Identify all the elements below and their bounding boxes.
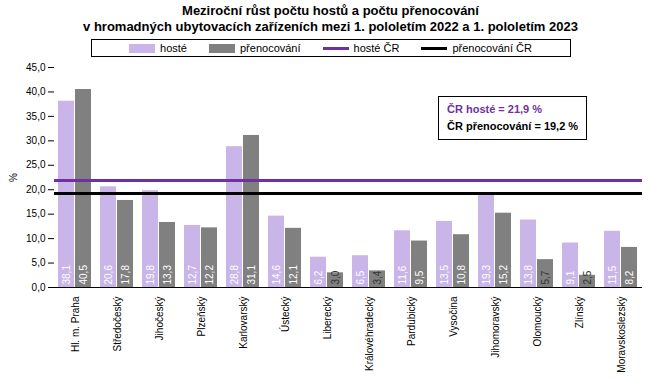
svg-text:40,0: 40,0 [26, 86, 46, 97]
svg-text:11,6: 11,6 [397, 265, 408, 284]
svg-text:45,0: 45,0 [26, 62, 46, 73]
html-text:přenocování ČR: přenocování ČR [452, 42, 532, 54]
svg-text:Středočeský: Středočeský [112, 297, 123, 352]
svg-text:35,0: 35,0 [26, 111, 46, 122]
svg-text:10,8: 10,8 [456, 265, 467, 285]
svg-text:31,1: 31,1 [246, 265, 257, 285]
svg-text:12,1: 12,1 [288, 265, 299, 285]
svg-text:Vysočina: Vysočina [448, 296, 459, 337]
svg-text:3,4: 3,4 [372, 270, 383, 284]
svg-text:Jihočeský: Jihočeský [154, 297, 165, 341]
svg-text:12,7: 12,7 [187, 265, 198, 285]
svg-text:Liberecký: Liberecký [322, 297, 333, 340]
svg-text:8,2: 8,2 [624, 270, 635, 284]
svg-text:3,0: 3,0 [330, 270, 341, 284]
svg-text:Královéhradecký: Královéhradecký [364, 297, 375, 371]
svg-text:2,5: 2,5 [582, 270, 593, 284]
svg-text:Karlovarský: Karlovarský [238, 297, 249, 349]
svg-text:14,6: 14,6 [271, 265, 282, 285]
svg-text:30,0: 30,0 [26, 135, 46, 146]
html-text:ČR přenocování = 19,2 %: ČR přenocování = 19,2 % [447, 120, 579, 132]
svg-text:Jihomoravský: Jihomoravský [490, 297, 501, 358]
svg-text:20,0: 20,0 [26, 184, 46, 195]
svg-text:0,0: 0,0 [32, 282, 46, 293]
svg-text:6,5: 6,5 [355, 270, 366, 284]
svg-text:15,2: 15,2 [498, 265, 509, 285]
html-text:ČR hosté = 21,9 %: ČR hosté = 21,9 % [447, 103, 543, 115]
svg-text:13,3: 13,3 [162, 265, 173, 285]
svg-text:Plzeňský: Plzeňský [196, 297, 207, 337]
svg-text:5,0: 5,0 [32, 257, 46, 268]
svg-text:38,1: 38,1 [61, 265, 72, 285]
svg-text:40,5: 40,5 [78, 265, 89, 285]
svg-text:Hl. m. Praha: Hl. m. Praha [70, 296, 81, 352]
html-text:přenocování: přenocování [240, 42, 301, 54]
svg-text:Moravskoslezský: Moravskoslezský [616, 297, 627, 373]
svg-text:Pardubický: Pardubický [406, 297, 417, 346]
svg-text:11,5: 11,5 [607, 265, 618, 284]
svg-text:25,0: 25,0 [26, 159, 46, 170]
html-text:hosté ČR: hosté ČR [353, 42, 400, 54]
svg-text:13,8: 13,8 [523, 265, 534, 285]
svg-text:15,0: 15,0 [26, 208, 46, 219]
svg-text:28,8: 28,8 [229, 265, 240, 285]
html-text:Meziroční růst počtu hostů a p: Meziroční růst počtu hostů a počtu přeno… [83, 3, 578, 34]
svg-text:19,8: 19,8 [145, 265, 156, 285]
svg-text:Olomoucký: Olomoucký [532, 297, 543, 347]
svg-text:19,3: 19,3 [481, 265, 492, 285]
svg-text:13,5: 13,5 [439, 265, 450, 285]
svg-text:17,8: 17,8 [120, 265, 131, 285]
svg-text:9,5: 9,5 [414, 270, 425, 284]
html-text:hosté: hosté [160, 42, 187, 54]
svg-text:9,1: 9,1 [565, 270, 576, 284]
svg-text:20,6: 20,6 [103, 265, 114, 285]
svg-text:12,2: 12,2 [204, 265, 215, 285]
svg-text:5,7: 5,7 [540, 270, 551, 284]
svg-text:Zlínský: Zlínský [574, 297, 585, 329]
svg-text:Ústecký: Ústecký [279, 297, 291, 333]
svg-text:10,0: 10,0 [26, 233, 46, 244]
svg-text:%: % [8, 173, 19, 182]
svg-text:6,2: 6,2 [313, 270, 324, 284]
